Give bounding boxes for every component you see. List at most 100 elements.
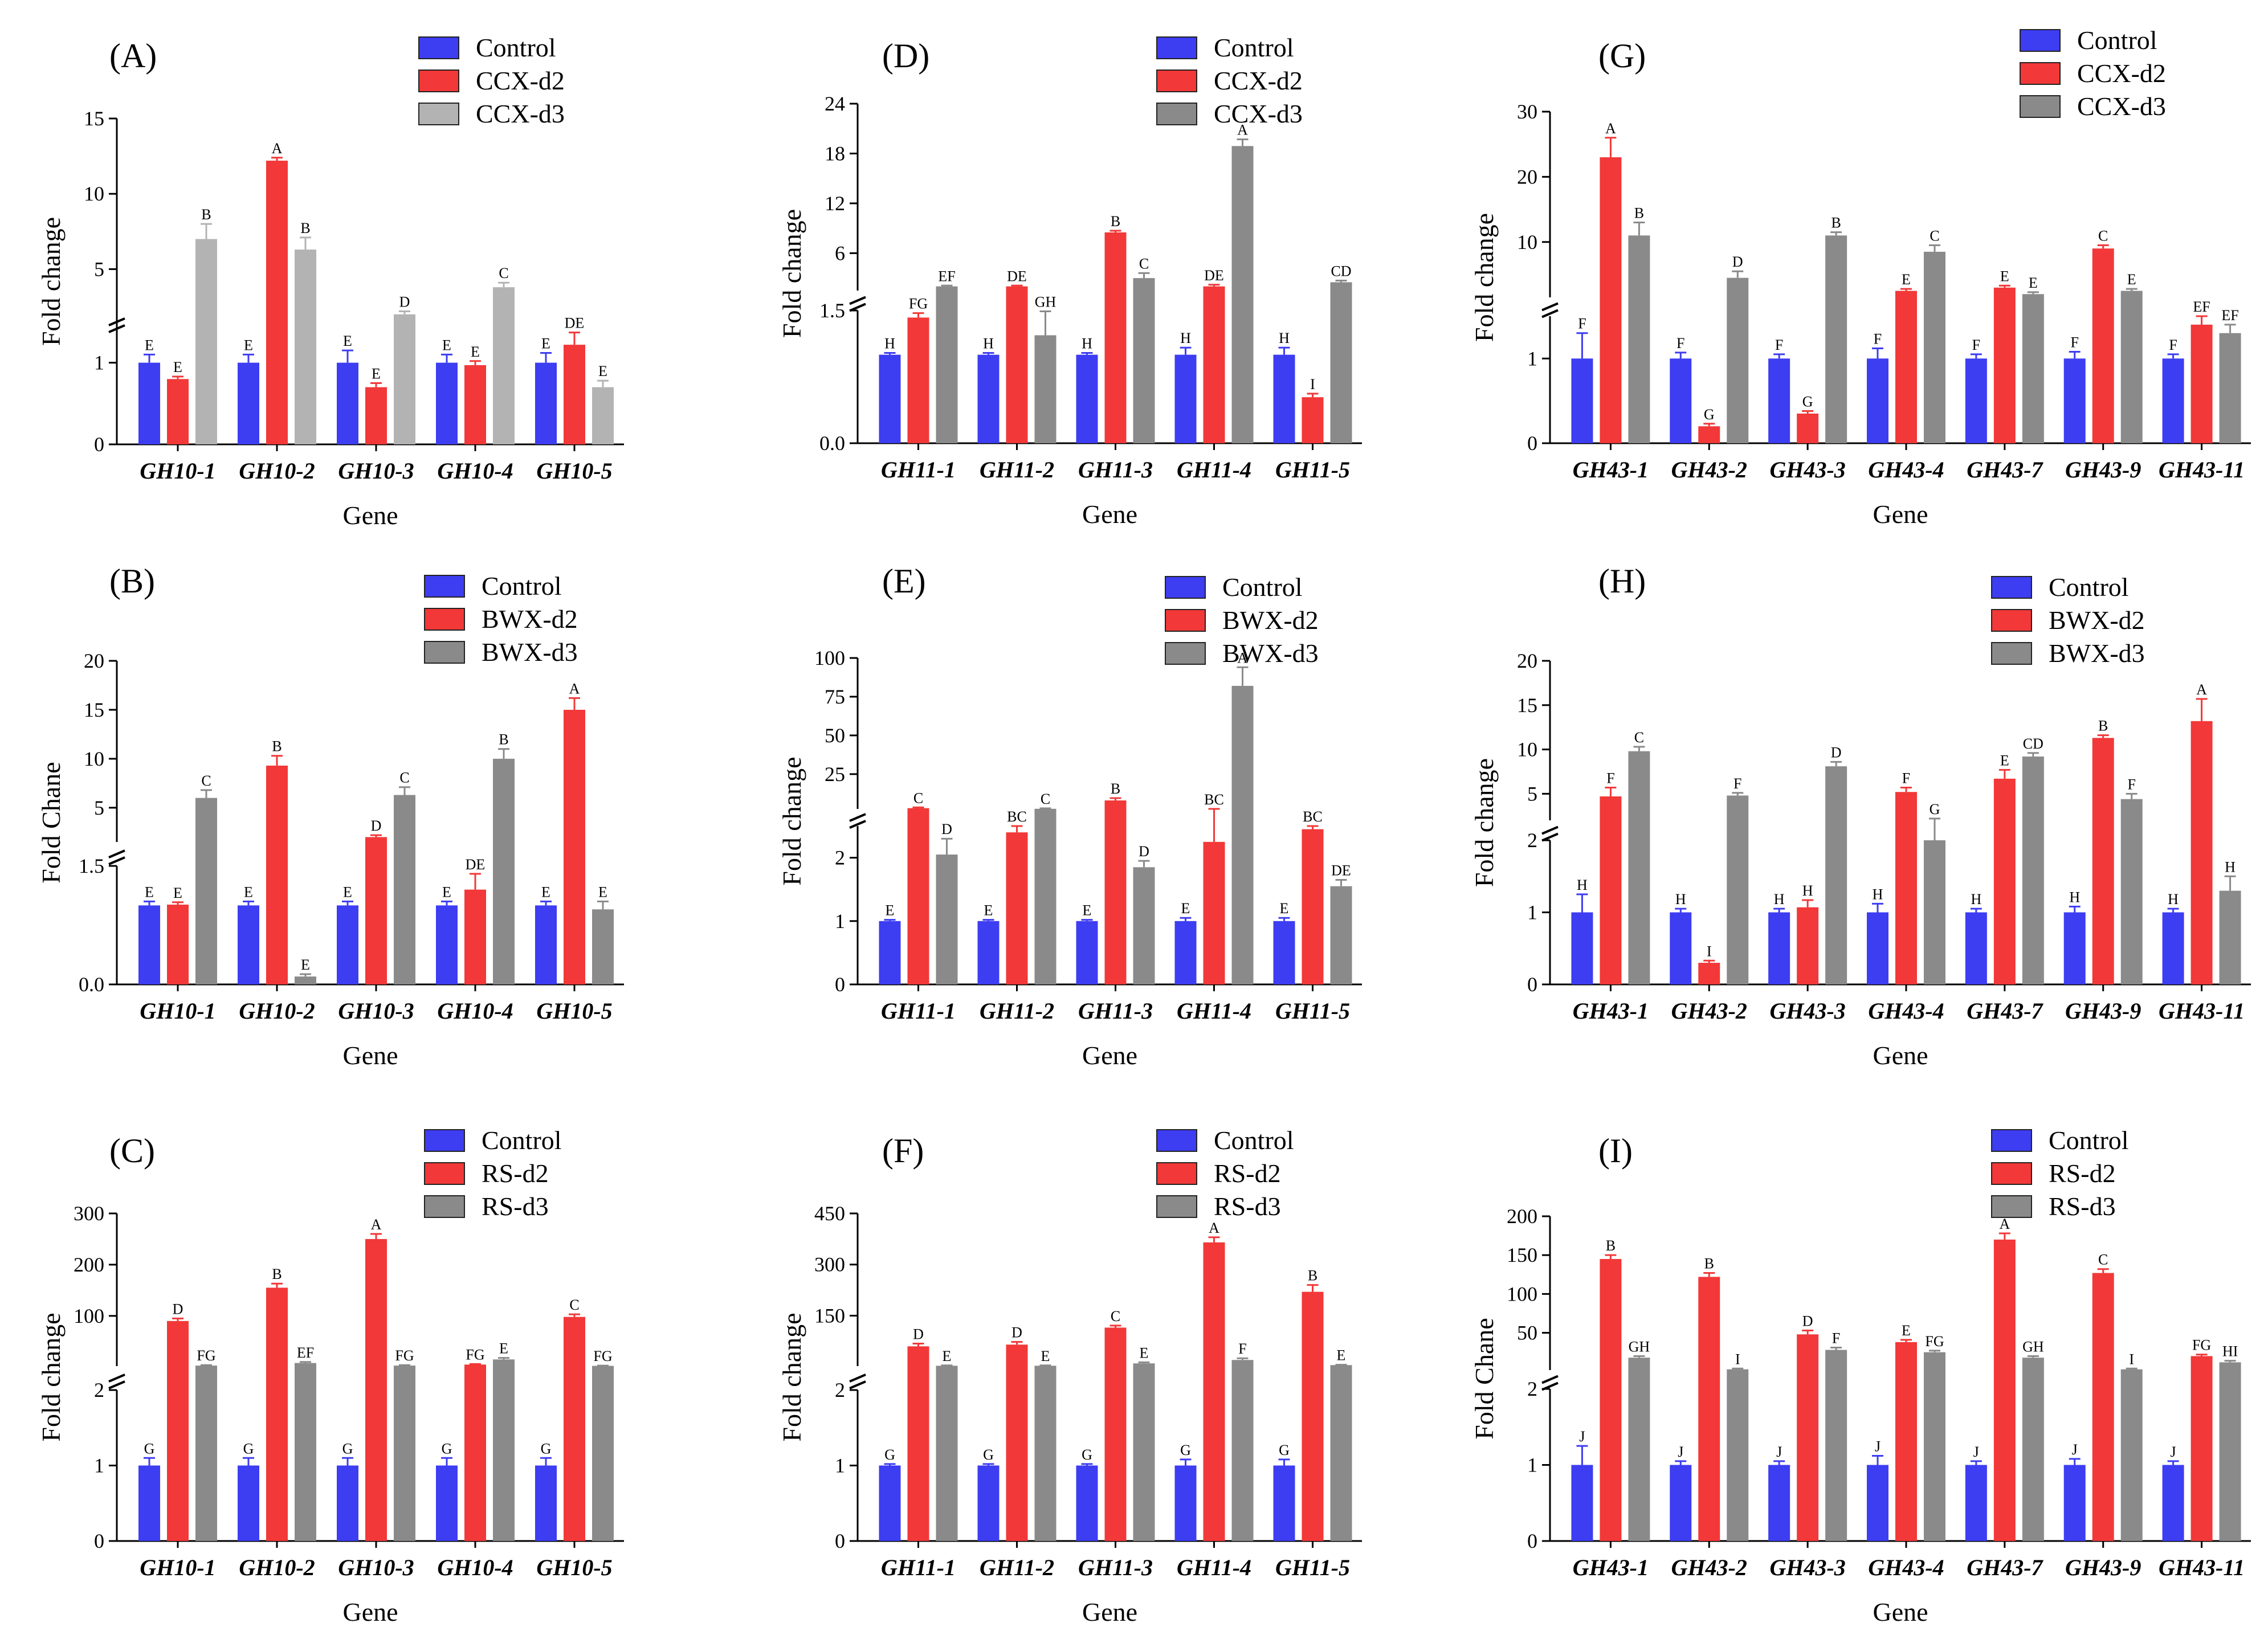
legend-swatch [418, 103, 459, 125]
bar [564, 709, 585, 984]
significance-label: H [884, 336, 895, 352]
y-tick-label: 75 [825, 685, 845, 708]
legend-swatch [1156, 1195, 1197, 1218]
y-tick-label: 200 [1507, 1205, 1537, 1228]
legend-label: RS-d2 [1214, 1159, 1281, 1188]
bar [535, 362, 557, 444]
significance-label: J [2171, 1444, 2176, 1460]
significance-label: I [1735, 1351, 1740, 1367]
significance-label: E [372, 366, 381, 382]
panel-letter: (E) [882, 562, 926, 600]
y-axis-label: Fold Chane [1470, 1318, 1499, 1439]
bar [2162, 912, 2184, 984]
x-tick-label: GH43-1 [1573, 457, 1649, 483]
bar [1797, 907, 1819, 984]
y-tick-label: 6 [835, 242, 845, 264]
legend-swatch [1156, 1129, 1197, 1152]
legend-swatch [1165, 642, 1206, 665]
significance-label: E [244, 337, 253, 353]
significance-label: E [2127, 271, 2136, 288]
significance-label: E [541, 884, 550, 900]
significance-label: DE [1007, 268, 1027, 284]
x-tick-label: GH10-3 [338, 458, 414, 484]
y-tick-label: 0.0 [79, 973, 104, 996]
x-tick-label: GH10-2 [239, 998, 315, 1024]
bar [1302, 1291, 1324, 1541]
significance-label: E [886, 902, 895, 919]
y-tick-label: 15 [1517, 694, 1537, 717]
y-axis-label: Fold change [36, 217, 66, 346]
x-tick-label: GH43-9 [2065, 1555, 2141, 1580]
legend-label: RS-d3 [1214, 1192, 1281, 1221]
legend-swatch [418, 70, 459, 92]
significance-label: C [569, 1297, 579, 1313]
significance-label: E [2000, 752, 2009, 769]
bar [238, 362, 259, 444]
y-axis-label: Fold change [36, 1313, 66, 1441]
significance-label: DE [1204, 267, 1224, 284]
significance-label: E [471, 344, 480, 360]
bar [1670, 358, 1692, 443]
bar [167, 904, 189, 984]
x-tick-label: GH43-4 [1868, 457, 1944, 483]
legend-swatch [424, 575, 465, 598]
legend-swatch [1156, 1162, 1197, 1185]
axis-break-mark [849, 1380, 866, 1389]
bar [1330, 886, 1352, 984]
significance-label: DE [1331, 862, 1351, 879]
bar [436, 362, 458, 444]
legend-label: BWX-d2 [482, 604, 578, 633]
significance-label: H [1802, 882, 1813, 899]
legend-label: RS-d3 [482, 1192, 549, 1221]
x-tick-label: GH11-2 [980, 998, 1054, 1024]
y-axis-label: Fold change [1470, 213, 1499, 342]
x-tick-label: GH11-1 [881, 457, 956, 483]
significance-label: F [1606, 770, 1614, 786]
legend-label: BWX-d3 [2049, 639, 2145, 668]
significance-label: G [1082, 1446, 1092, 1463]
bar [1993, 1239, 2016, 1541]
y-tick-label: 5 [94, 257, 104, 280]
bar [1924, 1352, 1945, 1541]
legend-label: Control [482, 1126, 562, 1155]
significance-label: F [1972, 337, 1980, 353]
significance-label: D [371, 817, 382, 834]
x-tick-label: GH43-4 [1868, 998, 1944, 1024]
significance-label: J [2072, 1441, 2078, 1458]
y-tick-label: 10 [1517, 738, 1537, 761]
x-tick-label: GH11-1 [881, 998, 956, 1024]
legend-swatch [1991, 1162, 2032, 1185]
y-axis-label: Fold change [777, 209, 806, 338]
bar [295, 976, 316, 984]
bar [1797, 413, 1819, 443]
significance-label: F [1238, 1340, 1246, 1357]
bar [238, 905, 259, 984]
bar [1104, 800, 1127, 984]
significance-label: EF [2221, 307, 2238, 324]
significance-label: A [1237, 649, 1248, 666]
bar [879, 1465, 901, 1541]
y-tick-label: 1 [1527, 1454, 1537, 1477]
bar [1203, 1242, 1225, 1541]
bar [1174, 354, 1197, 443]
bar [2191, 324, 2213, 443]
bar [1698, 1277, 1720, 1541]
bar [2092, 248, 2114, 443]
bar [535, 1465, 557, 1541]
legend-label: Control [1214, 1126, 1294, 1155]
significance-label: E [499, 1340, 508, 1357]
bar [1895, 1342, 1917, 1541]
bar [1006, 286, 1028, 443]
significance-label: J [1579, 1428, 1585, 1445]
panel-letter: (I) [1598, 1132, 1633, 1170]
significance-label: E [343, 884, 352, 900]
bar [2162, 358, 2184, 443]
significance-label: D [1732, 254, 1743, 270]
legend-label: BWX-d3 [1222, 639, 1319, 668]
bar [1273, 1465, 1295, 1541]
legend-swatch [424, 641, 465, 664]
legend-label: Control [2049, 1126, 2129, 1155]
x-tick-label: GH43-9 [2065, 457, 2141, 483]
significance-label: DE [466, 856, 486, 873]
significance-label: FG [197, 1347, 215, 1364]
